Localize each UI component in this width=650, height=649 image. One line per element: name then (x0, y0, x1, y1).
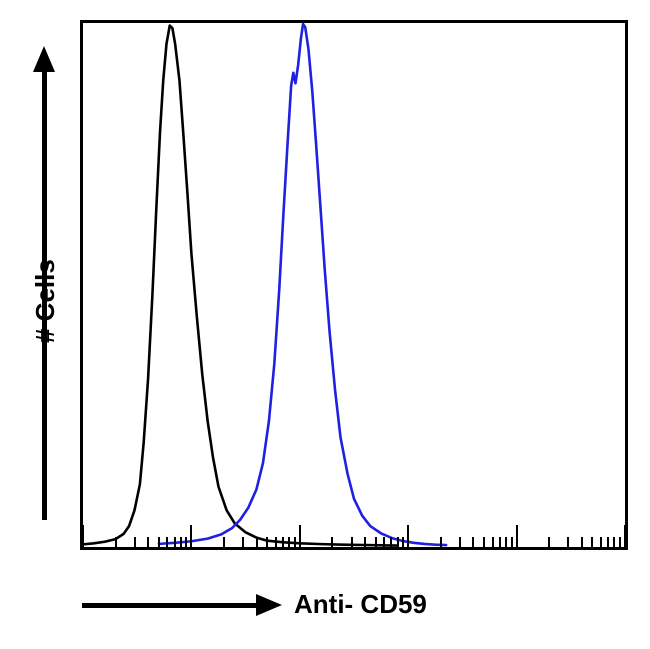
series-anti-cd59 (159, 24, 446, 545)
x-minor-tick (266, 537, 268, 547)
y-axis-label: # Cells (30, 259, 61, 343)
x-minor-tick (158, 537, 160, 547)
x-minor-tick (591, 537, 593, 547)
x-axis-arrow-line (82, 603, 258, 608)
x-minor-tick (185, 537, 187, 547)
x-axis-arrow-head (256, 594, 282, 616)
x-minor-tick (548, 537, 550, 547)
x-major-tick (82, 525, 84, 547)
x-minor-tick (375, 537, 377, 547)
x-minor-tick (275, 537, 277, 547)
x-minor-tick (383, 537, 385, 547)
x-minor-tick (397, 537, 399, 547)
x-minor-tick (288, 537, 290, 547)
x-major-tick (624, 525, 626, 547)
x-axis-label: Anti- CD59 (294, 589, 427, 620)
x-minor-tick (166, 537, 168, 547)
x-minor-tick (613, 537, 615, 547)
x-minor-tick (402, 537, 404, 547)
plot-svg (83, 23, 625, 547)
x-minor-tick (581, 537, 583, 547)
x-minor-tick (115, 537, 117, 547)
x-minor-tick (483, 537, 485, 547)
x-minor-tick (282, 537, 284, 547)
x-minor-tick (174, 537, 176, 547)
figure-container: # Cells Anti- CD59 (0, 0, 650, 649)
x-minor-tick (499, 537, 501, 547)
x-major-tick (407, 525, 409, 547)
x-minor-tick (459, 537, 461, 547)
x-minor-tick (223, 537, 225, 547)
x-minor-tick (440, 537, 442, 547)
x-minor-tick (472, 537, 474, 547)
x-minor-tick (600, 537, 602, 547)
x-minor-tick (256, 537, 258, 547)
x-minor-tick (134, 537, 136, 547)
x-minor-tick (390, 537, 392, 547)
x-minor-tick (147, 537, 149, 547)
x-minor-tick (180, 537, 182, 547)
x-minor-tick (294, 537, 296, 547)
series-control (83, 26, 397, 546)
x-minor-tick (351, 537, 353, 547)
x-major-tick (190, 525, 192, 547)
x-minor-tick (511, 537, 513, 547)
x-minor-tick (331, 537, 333, 547)
x-minor-tick (364, 537, 366, 547)
x-minor-tick (505, 537, 507, 547)
x-minor-tick (567, 537, 569, 547)
x-major-tick (299, 525, 301, 547)
x-minor-tick (619, 537, 621, 547)
x-minor-tick (607, 537, 609, 547)
plot-area (83, 23, 625, 547)
x-major-tick (516, 525, 518, 547)
y-axis-arrow-head (33, 46, 55, 72)
x-minor-tick (242, 537, 244, 547)
x-minor-tick (492, 537, 494, 547)
